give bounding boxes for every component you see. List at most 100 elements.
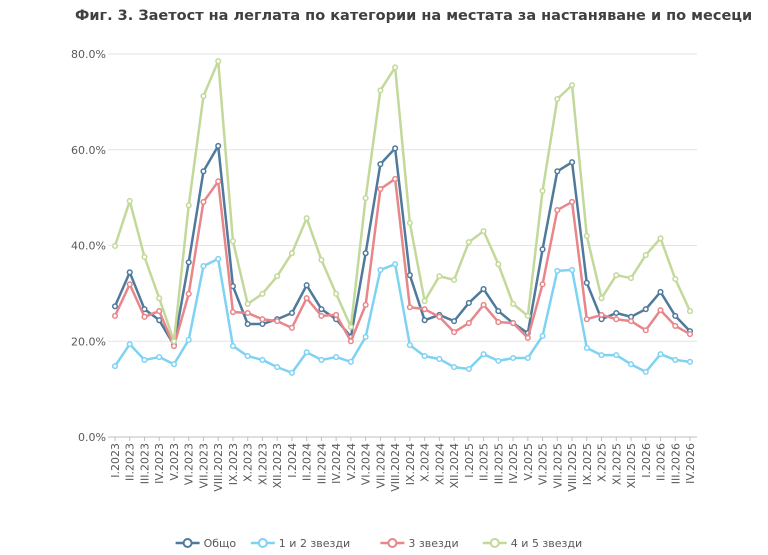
point xyxy=(480,286,487,293)
legend-marker xyxy=(182,538,193,548)
point xyxy=(524,354,531,362)
x-tick-label: XII.2025 xyxy=(625,443,638,489)
point xyxy=(288,324,295,331)
point xyxy=(303,215,310,222)
point xyxy=(569,159,576,166)
point xyxy=(126,281,133,288)
x-tick-label: VII.2024 xyxy=(374,443,387,489)
point xyxy=(215,58,222,65)
point xyxy=(288,369,295,376)
x-tick-label: V.2023 xyxy=(168,443,181,481)
point xyxy=(569,82,576,89)
point xyxy=(362,250,369,257)
point xyxy=(451,329,458,336)
point xyxy=(215,178,222,185)
point xyxy=(259,290,266,297)
point xyxy=(185,259,192,266)
point xyxy=(377,161,384,168)
point xyxy=(200,263,207,270)
point xyxy=(126,341,133,348)
x-tick-label: XII.2023 xyxy=(271,443,284,489)
point xyxy=(362,333,369,340)
point xyxy=(318,256,325,263)
x-tick-label: IV.2023 xyxy=(153,443,166,484)
x-tick-label: IV.2025 xyxy=(507,443,520,484)
point xyxy=(303,295,310,302)
x-tick-label: VIII.2023 xyxy=(212,443,225,492)
point xyxy=(451,364,458,371)
point xyxy=(229,342,236,350)
point xyxy=(554,168,561,175)
x-tick-label: XI.2025 xyxy=(610,443,623,485)
x-tick-label: X.2025 xyxy=(596,443,609,482)
point xyxy=(539,187,546,194)
point xyxy=(436,355,443,363)
point xyxy=(627,318,635,325)
point xyxy=(406,304,413,311)
point xyxy=(362,195,369,202)
point xyxy=(510,300,517,307)
point xyxy=(657,235,664,242)
point xyxy=(495,261,502,268)
point xyxy=(480,351,487,358)
point xyxy=(303,282,310,289)
point xyxy=(333,311,340,318)
point xyxy=(274,318,281,325)
x-tick-label: II.2026 xyxy=(655,443,668,481)
point xyxy=(259,316,266,323)
point xyxy=(377,87,384,94)
x-tick-label: II.2025 xyxy=(478,443,491,481)
point xyxy=(406,342,413,349)
point xyxy=(215,255,222,262)
point xyxy=(613,316,620,323)
point xyxy=(259,356,266,363)
point xyxy=(569,198,576,205)
point xyxy=(200,93,207,100)
point xyxy=(185,202,192,209)
x-tick-label: III.2024 xyxy=(315,443,328,484)
point xyxy=(126,269,133,276)
point xyxy=(347,338,354,345)
point xyxy=(436,273,443,280)
x-tick-label: IV.2024 xyxy=(330,443,343,484)
series-line xyxy=(113,177,691,348)
legend-label: 3 звезди xyxy=(408,537,458,550)
x-tick-label: V.2025 xyxy=(522,443,535,481)
legend-label: Общо xyxy=(204,537,237,550)
point xyxy=(288,250,295,257)
point xyxy=(686,358,694,365)
legend-marker xyxy=(489,538,500,548)
point xyxy=(510,320,517,327)
point xyxy=(229,238,236,245)
x-tick-label: III.2025 xyxy=(492,443,505,484)
point xyxy=(672,275,679,283)
x-tick-label: XII.2024 xyxy=(448,443,461,489)
point xyxy=(318,306,325,313)
legend-label: 4 и 5 звезди xyxy=(511,537,582,550)
point xyxy=(495,308,502,315)
point xyxy=(200,168,207,175)
point xyxy=(421,297,428,305)
x-tick-label: V.2024 xyxy=(345,443,358,481)
point xyxy=(392,261,399,268)
point xyxy=(215,142,222,149)
x-tick-label: I.2025 xyxy=(463,443,476,478)
point xyxy=(613,309,620,317)
point xyxy=(465,299,472,307)
point xyxy=(347,323,354,330)
legend-label: 1 и 2 звезди xyxy=(279,537,350,550)
x-tick-label: VIII.2024 xyxy=(389,443,402,492)
point xyxy=(686,308,694,315)
point xyxy=(613,352,620,359)
point xyxy=(185,290,192,297)
point xyxy=(480,228,487,235)
x-tick-label: VII.2023 xyxy=(197,443,210,489)
point xyxy=(200,198,207,205)
point xyxy=(480,301,487,308)
point xyxy=(170,338,178,345)
point xyxy=(229,308,236,316)
point xyxy=(627,275,635,282)
x-tick-label: XI.2024 xyxy=(433,443,446,485)
point xyxy=(126,197,133,205)
point xyxy=(141,253,148,261)
